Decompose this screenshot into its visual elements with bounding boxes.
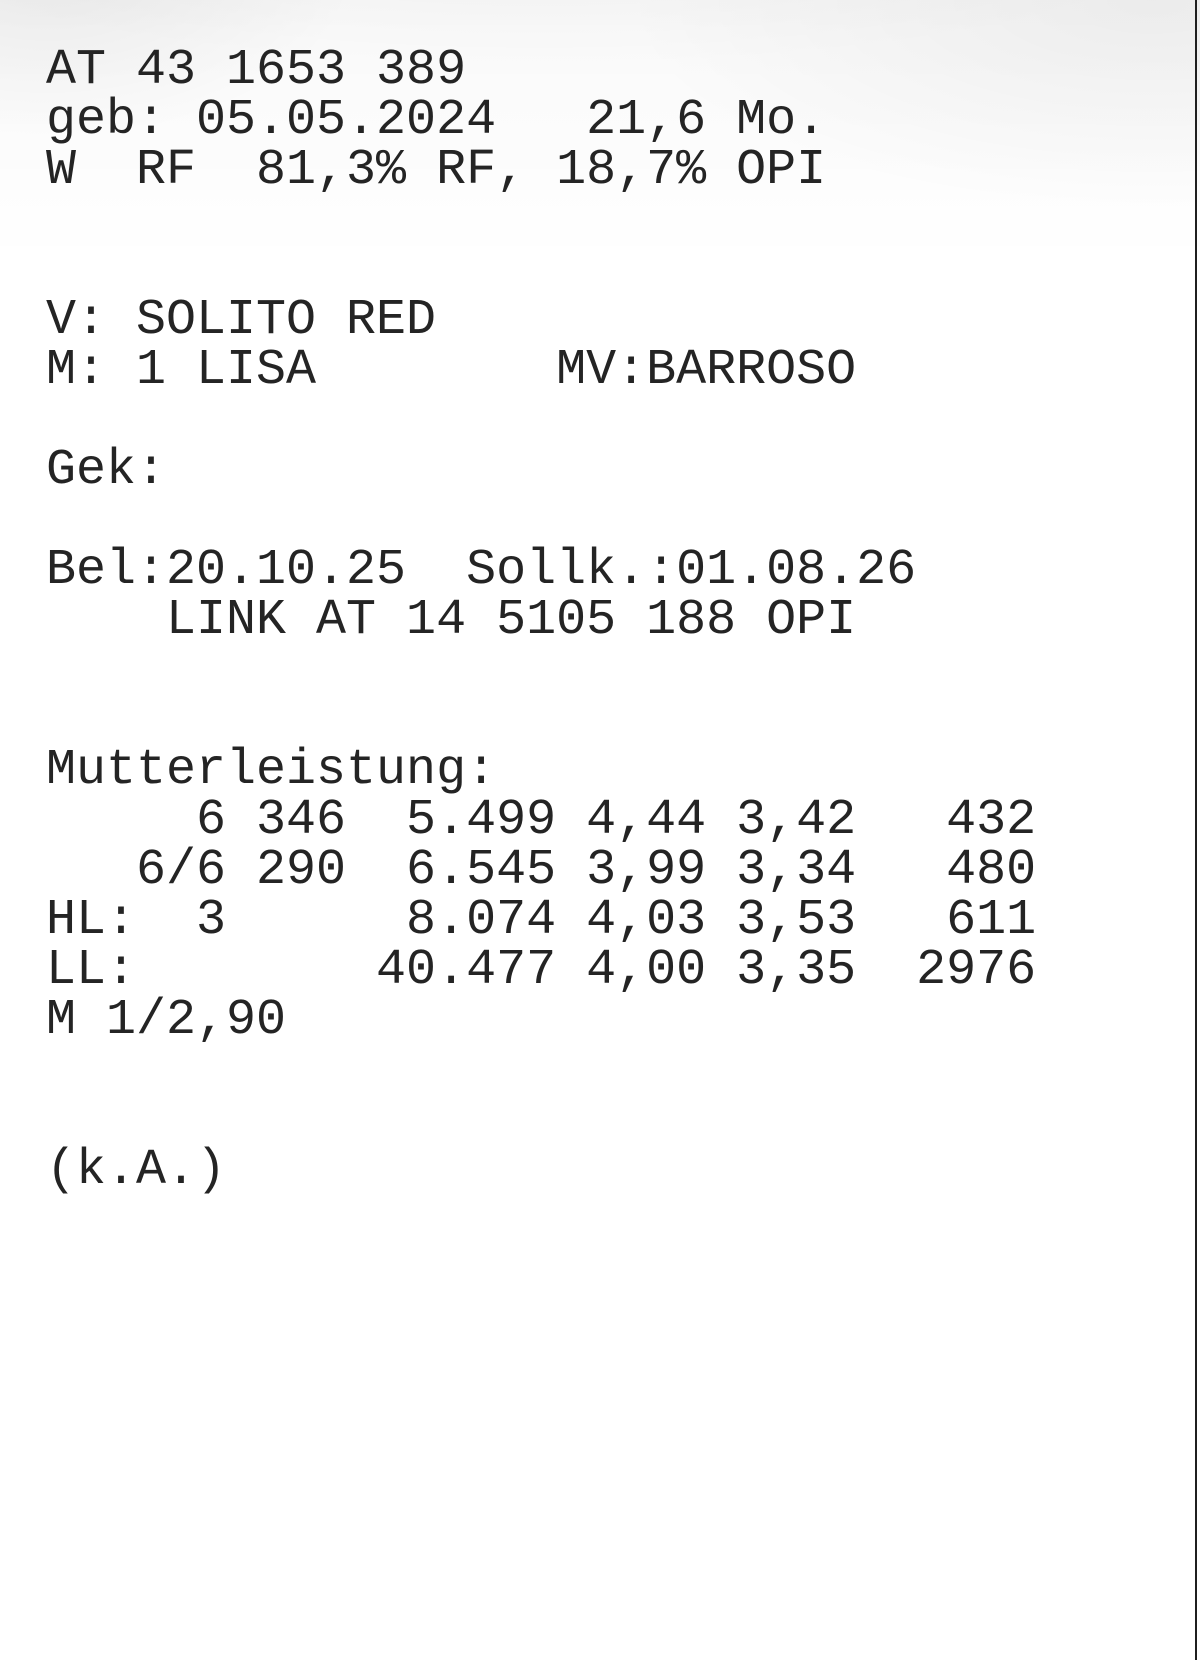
lactation-row-line: 6 346 5.499 4,44 3,42 432 xyxy=(46,792,1037,849)
page-edge-line xyxy=(1195,0,1197,1660)
blank-line xyxy=(46,396,1036,446)
blank-line xyxy=(46,196,1036,246)
sire-line: V: SOLITO RED xyxy=(46,292,437,349)
blank-line xyxy=(46,1096,1036,1146)
insemination-due-line: Bel:20.10.25 Sollk.:01.08.26 xyxy=(46,542,917,599)
gek-line: Gek: xyxy=(46,442,167,499)
dam-and-damsire-line: M: 1 LISA MV:BARROSO xyxy=(46,342,857,399)
blank-line xyxy=(46,696,1036,746)
note-line: (k.A.) xyxy=(46,1142,227,1199)
lactation-row-line: 6/6 290 6.545 3,99 3,34 480 xyxy=(46,842,1037,899)
blank-line xyxy=(46,246,1036,296)
blank-line xyxy=(46,496,1036,546)
milkability-line: M 1/2,90 xyxy=(46,992,287,1049)
blank-line xyxy=(46,1046,1036,1096)
lifetime-row-line: LL: 40.477 4,00 3,35 2976 xyxy=(46,942,1037,999)
sex-breed-bloodshare-line: W RF 81,3% RF, 18,7% OPI xyxy=(46,142,827,199)
service-sire-line: LINK AT 14 5105 188 OPI xyxy=(46,592,857,649)
highest-lactation-row-line: HL: 3 8.074 4,03 3,53 611 xyxy=(46,892,1037,949)
birthdate-age-line: geb: 05.05.2024 21,6 Mo. xyxy=(46,92,827,149)
blank-line xyxy=(46,646,1036,696)
dam-performance-title-line: Mutterleistung: xyxy=(46,742,497,799)
animal-id-line: AT 43 1653 389 xyxy=(46,42,467,99)
document-text-block: AT 43 1653 389 geb: 05.05.2024 21,6 Mo. … xyxy=(46,46,1036,1196)
